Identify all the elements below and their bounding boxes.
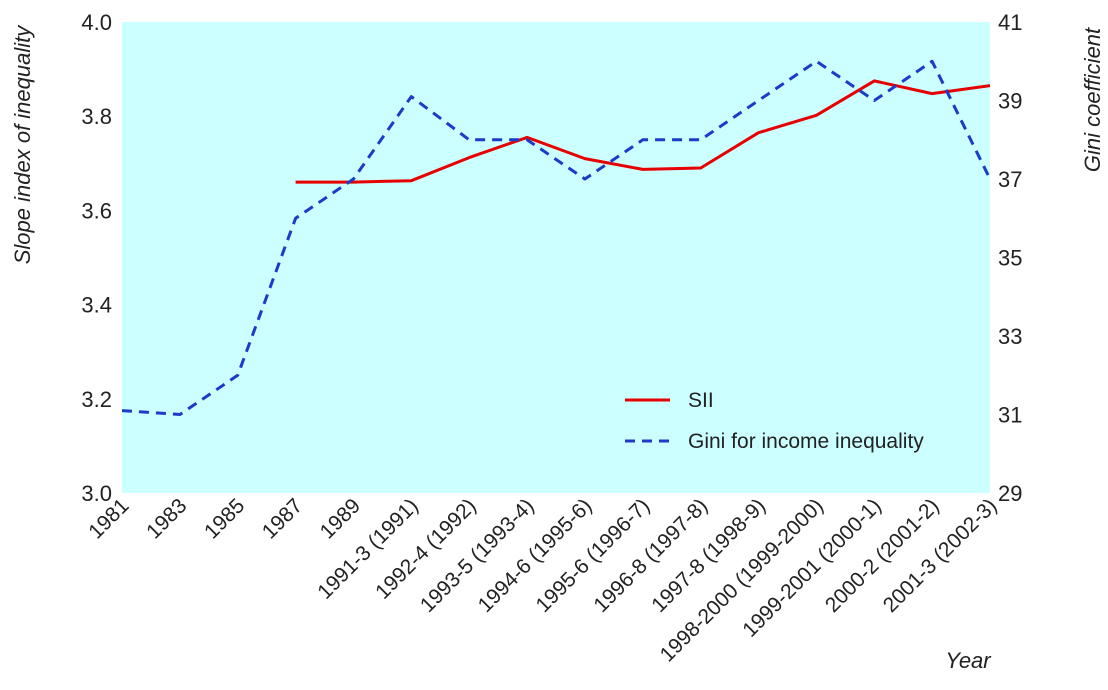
left-axis-ticks: 3.0 3.2 3.4 3.6 3.8 4.0 xyxy=(81,10,112,506)
plot-area xyxy=(122,22,990,493)
right-axis-ticks: 29 31 33 35 37 39 41 xyxy=(998,10,1022,506)
left-tick-label: 3.4 xyxy=(81,293,112,318)
legend-label-gini: Gini for income inequality xyxy=(688,430,924,453)
left-tick-label: 4.0 xyxy=(81,10,112,35)
series-layer xyxy=(121,59,992,416)
right-tick-label: 39 xyxy=(998,89,1022,114)
x-tick-label: 1985 xyxy=(200,494,249,543)
right-tick-label: 37 xyxy=(998,167,1022,192)
left-tick-label: 3.6 xyxy=(81,198,112,223)
left-tick-label: 3.0 xyxy=(81,481,112,506)
x-tick-label: 1987 xyxy=(258,494,307,543)
x-tick-label: 1991-3 (1991) xyxy=(313,494,423,604)
series-line-0 xyxy=(295,79,991,184)
series-line-1 xyxy=(121,59,992,416)
right-tick-label: 35 xyxy=(998,246,1022,271)
left-tick-label: 3.2 xyxy=(81,387,112,412)
x-axis-title: Year xyxy=(945,648,992,673)
x-tick-label: 1992-4 (1992) xyxy=(371,494,481,604)
x-tick-label: 1983 xyxy=(142,494,191,543)
left-axis-title: Slope index of inequality xyxy=(10,24,35,264)
x-tick-label: 1989 xyxy=(316,494,365,543)
right-tick-label: 31 xyxy=(998,403,1022,428)
right-tick-label: 41 xyxy=(998,10,1022,35)
legend-label-sii: SII xyxy=(688,389,714,412)
left-tick-label: 3.8 xyxy=(81,104,112,129)
legend: SII Gini for income inequality xyxy=(625,389,924,453)
right-tick-label: 29 xyxy=(998,481,1022,506)
right-tick-label: 33 xyxy=(998,324,1022,349)
right-axis-title: Gini coefficient xyxy=(1080,27,1105,172)
